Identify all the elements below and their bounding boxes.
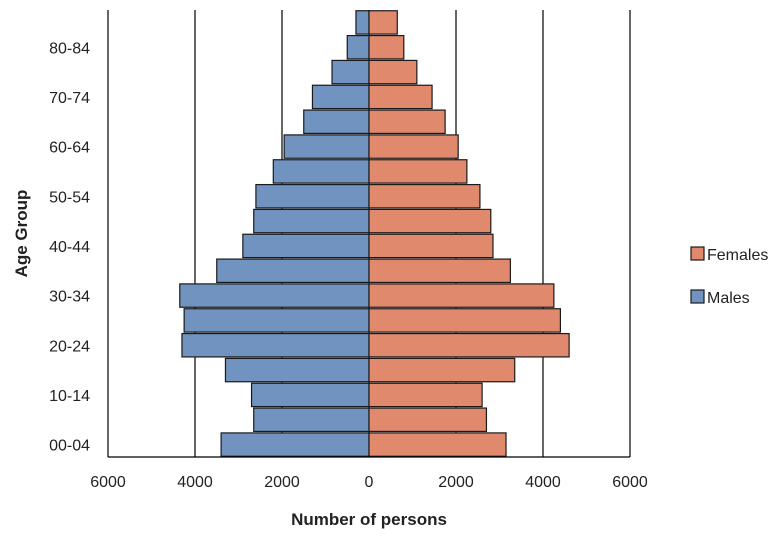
bar-females-65-69 [368, 109, 446, 135]
bar-females-10-14 [368, 382, 483, 408]
y-tick-label: 00-04 [49, 438, 90, 455]
bar-males-10-14 [250, 382, 370, 408]
bar-females-80-84 [368, 34, 405, 60]
bar-females-15-19 [368, 357, 516, 383]
legend-label-males: Males [707, 290, 750, 307]
x-axis-title: Number of persons [291, 510, 447, 529]
legend-swatch-females [690, 246, 705, 261]
bar-males-65-69 [303, 109, 370, 135]
bar-males-15-19 [224, 357, 370, 383]
bar-males-40-44 [242, 233, 370, 259]
legend: Females Males [690, 246, 768, 307]
bar-females-05-09 [368, 407, 488, 433]
bar-males-20-24 [181, 332, 370, 358]
bar-males-75-79 [331, 59, 370, 85]
bar-females-20-24 [368, 332, 570, 358]
bar-females-00-04 [368, 432, 507, 457]
bar-males-05-09 [253, 407, 370, 433]
x-tick-label: 0 [365, 474, 374, 491]
bar-females-55-59 [368, 159, 468, 184]
y-tick-label: 20-24 [49, 338, 90, 355]
axes: 6000 4000 2000 0 2000 4000 6000 00-04 10-14 20-24… [12, 40, 648, 529]
bar-males-60-64 [283, 134, 370, 159]
bar-females-35-39 [368, 258, 511, 284]
legend-swatch-males [690, 289, 705, 304]
x-tick-label: 6000 [612, 474, 648, 491]
y-tick-label: 50-54 [49, 189, 90, 206]
y-axis-title: Age Group [12, 190, 31, 278]
bar-females-60-64 [368, 134, 459, 159]
bar-males-55-59 [272, 159, 370, 184]
legend-label-females: Females [707, 247, 768, 264]
bar-females-70-74 [368, 84, 433, 110]
bar-females-85+ [368, 10, 398, 35]
y-tick-label: 70-74 [49, 90, 90, 107]
bar-females-25-29 [368, 308, 561, 333]
y-tick-label: 60-64 [49, 140, 90, 157]
y-tick-label: 80-84 [49, 40, 90, 57]
bar-males-85+ [355, 10, 370, 35]
bar-males-45-49 [253, 208, 370, 234]
bar-males-80-84 [346, 34, 370, 60]
x-tick-label: 6000 [90, 474, 126, 491]
x-tick-label: 2000 [438, 474, 474, 491]
bar-males-00-04 [220, 432, 370, 457]
bar-males-50-54 [255, 183, 370, 209]
bar-males-35-39 [216, 258, 370, 284]
x-tick-label: 2000 [264, 474, 300, 491]
bar-males-30-34 [179, 283, 370, 308]
y-tick-label: 10-14 [49, 388, 90, 405]
bar-males-70-74 [311, 84, 370, 110]
bar-females-45-49 [368, 208, 492, 234]
y-tick-label: 40-44 [49, 239, 90, 256]
bar-females-40-44 [368, 233, 494, 259]
grid-lines [107, 10, 631, 457]
bar-females-30-34 [368, 283, 555, 308]
y-tick-label: 30-34 [49, 289, 90, 306]
bars [179, 10, 570, 457]
bar-males-25-29 [183, 308, 370, 333]
x-tick-label: 4000 [525, 474, 561, 491]
x-tick-label: 4000 [177, 474, 213, 491]
bar-females-75-79 [368, 59, 418, 85]
bar-females-50-54 [368, 183, 481, 209]
